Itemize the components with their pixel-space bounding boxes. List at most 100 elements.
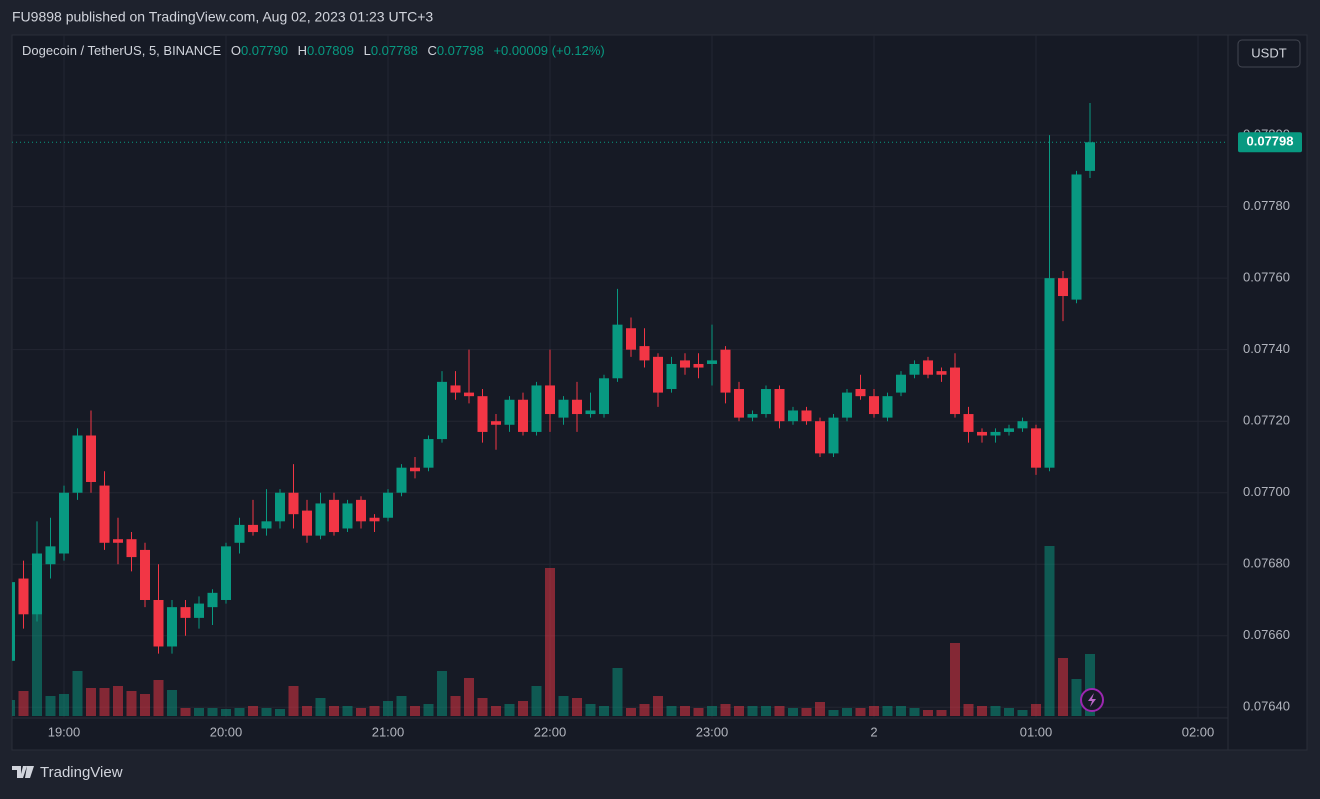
volume-bar: [167, 690, 177, 716]
volume-bar: [1085, 654, 1095, 716]
volume-bar: [45, 696, 56, 716]
candle-body: [315, 503, 326, 536]
volume-bar: [653, 696, 663, 716]
volume-bar: [801, 708, 812, 716]
candle-body: [86, 435, 96, 482]
x-tick-label: 19:00: [48, 724, 81, 739]
volume-bar: [815, 702, 825, 716]
candle-body: [342, 503, 353, 529]
x-tick-label: 01:00: [1020, 724, 1053, 739]
candle-body: [140, 549, 150, 600]
legend: Dogecoin / TetherUS, 5, BINANCE O0.07790…: [22, 43, 605, 58]
y-tick-label: 0.07680: [1243, 556, 1290, 571]
last-price-box: [1238, 132, 1302, 153]
candle-body: [491, 421, 501, 425]
candle-body: [275, 492, 285, 522]
volume-bar: [450, 696, 461, 716]
volume-bar: [1017, 710, 1028, 716]
candle-body: [167, 607, 177, 647]
candle-body: [248, 524, 258, 533]
alert-bolt: [1088, 693, 1096, 707]
volume-bar: [909, 708, 920, 716]
volume-bar: [153, 680, 164, 716]
candle-body: [585, 410, 596, 415]
volume-bar: [234, 708, 245, 716]
volume-bar: [680, 706, 690, 716]
volume-bar: [936, 710, 947, 716]
y-tick-label: 0.07660: [1243, 627, 1290, 642]
candle-body: [990, 431, 1001, 436]
volume-bar: [558, 696, 569, 716]
candle-body: [612, 324, 623, 379]
volume-bar: [221, 709, 231, 716]
last-price-label: 0.07798: [1247, 134, 1294, 149]
candle-body: [153, 599, 164, 647]
volume-bar: [1031, 704, 1041, 716]
candle-body: [572, 399, 582, 415]
candle-body: [302, 510, 312, 536]
volume-bar: [707, 706, 717, 716]
volume-bar: [639, 704, 650, 716]
volume-bar: [734, 706, 744, 716]
candle-body: [761, 389, 771, 415]
candle-body: [1071, 174, 1082, 300]
volume-bar: [342, 706, 353, 716]
candles: [12, 102, 1228, 661]
y-tick-label: 0.07720: [1243, 413, 1290, 428]
candle-body: [950, 367, 960, 415]
candle-body: [423, 439, 434, 468]
candle-body: [1058, 278, 1068, 297]
candle-body: [531, 385, 542, 432]
candle-body: [1004, 428, 1014, 432]
volume-bar: [383, 701, 393, 716]
candle-body: [1085, 142, 1095, 171]
volume-bar: [896, 706, 906, 716]
volume-bar: [923, 710, 933, 716]
volume-bar: [12, 700, 15, 716]
currency-button[interactable]: [1237, 39, 1301, 68]
candle-body: [450, 385, 461, 393]
candle-body: [288, 492, 299, 515]
published: FU9898 published on TradingView.com, Aug…: [12, 9, 433, 25]
volume-bar: [315, 698, 326, 716]
volume-bar: [140, 694, 150, 716]
volume-bar: [774, 706, 785, 716]
candle-body: [653, 356, 663, 393]
volume-bar: [828, 710, 839, 716]
volume-bar: [950, 643, 960, 716]
candle-body: [963, 414, 974, 432]
candle-body: [977, 431, 987, 436]
y-tick-label: 0.07760: [1243, 270, 1290, 285]
candle-body: [437, 381, 447, 440]
candle-body: [59, 492, 69, 554]
candle-body: [113, 539, 123, 543]
candle-body: [477, 396, 488, 432]
volume-bar: [855, 708, 866, 716]
volume-bar: [261, 708, 272, 716]
volume-bar: [329, 706, 339, 716]
candle-body: [909, 363, 920, 375]
candle-body: [842, 392, 852, 418]
volume-bar: [72, 671, 83, 716]
candle-body: [545, 385, 555, 415]
volume-bar: [1044, 546, 1055, 716]
volume-bar: [531, 686, 542, 716]
candle-body: [720, 349, 731, 393]
volume-bar: [99, 688, 110, 716]
candle-body: [207, 592, 218, 608]
candle-body: [1044, 278, 1055, 468]
volume-bar: [423, 704, 434, 716]
high-label: H: [298, 43, 307, 58]
candle-body: [383, 492, 393, 518]
x-tick-label: 2: [870, 724, 877, 739]
candle-body: [504, 399, 515, 425]
candle-body: [626, 328, 636, 350]
y-tick-label: 0.07780: [1243, 198, 1290, 213]
currency[interactable]: USDT: [1251, 45, 1286, 60]
symbol: Dogecoin / TetherUS, 5, BINANCE: [22, 43, 222, 58]
volume-bar: [882, 706, 893, 716]
volume-bar: [59, 694, 69, 716]
candle-body: [558, 399, 569, 418]
candle-body: [1031, 428, 1041, 468]
volume-bar: [477, 698, 488, 716]
